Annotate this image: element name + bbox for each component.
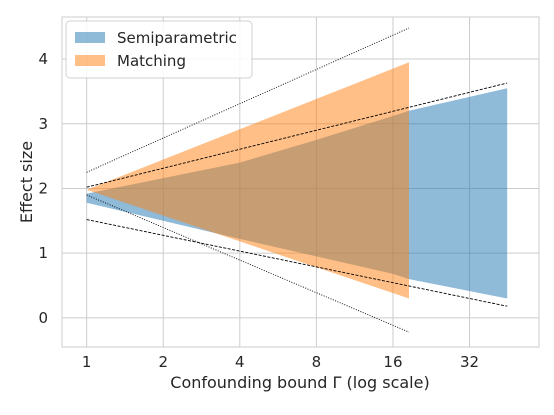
- x-axis-ticks: 1 2 4 8 16 32: [82, 353, 479, 371]
- y-axis-label: Effect size: [17, 141, 36, 223]
- reference-lines: [86, 27, 508, 333]
- x-tick-label: 32: [460, 353, 479, 371]
- x-tick-label: 16: [383, 353, 402, 371]
- y-tick-label: 2: [38, 179, 48, 197]
- x-tick-label: 1: [82, 353, 92, 371]
- y-tick-label: 3: [38, 115, 48, 133]
- dashed-reference-line: [86, 82, 508, 188]
- bands: [86, 62, 508, 299]
- legend-label-semiparametric: Semiparametric: [117, 29, 237, 47]
- band-matching: [86, 62, 409, 299]
- x-tick-label: 4: [235, 353, 245, 371]
- legend-box: [65, 20, 253, 79]
- dotted-reference-line: [86, 194, 410, 333]
- legend-swatch-semiparametric: [75, 32, 105, 43]
- y-tick-label: 4: [38, 50, 48, 68]
- dashed-reference-line: [86, 219, 508, 307]
- y-tick-label: 0: [38, 309, 48, 327]
- x-tick-label: 8: [312, 353, 322, 371]
- legend-swatch-matching: [75, 55, 105, 66]
- x-tick-label: 2: [158, 353, 168, 371]
- y-axis-ticks: 0 1 2 3 4: [38, 50, 48, 327]
- legend-label-matching: Matching: [117, 52, 186, 70]
- legend: Semiparametric Matching: [65, 20, 253, 79]
- y-tick-label: 1: [38, 244, 48, 262]
- x-axis-label: Confounding bound Γ (log scale): [170, 373, 429, 392]
